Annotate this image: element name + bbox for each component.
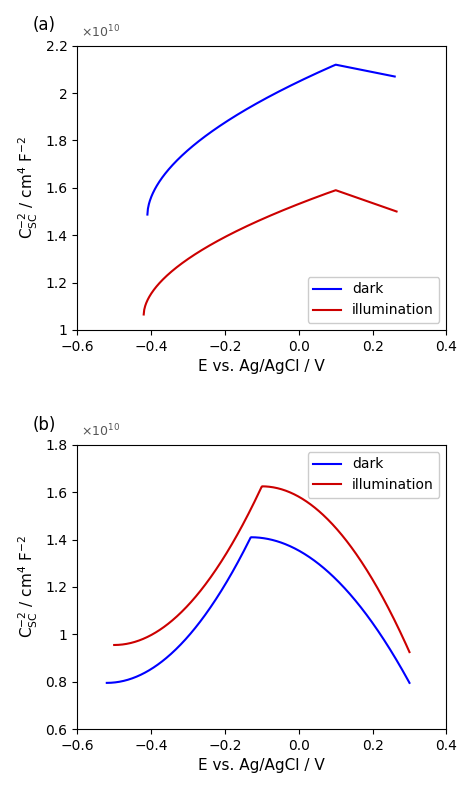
dark [248,533,254,543]
dark [248,532,254,542]
dark [278,85,284,95]
dark [348,63,354,73]
illumination [111,640,117,649]
illumination [400,633,406,642]
Text: (b): (b) [33,416,56,434]
Text: $\times 10^{10}$: $\times 10^{10}$ [81,24,120,40]
Line: illumination: illumination [144,190,397,314]
dark [353,596,358,605]
illumination [141,310,146,319]
illumination [278,206,283,216]
illumination [292,201,297,210]
illumination [254,494,259,503]
illumination [259,482,265,491]
illumination [263,213,268,223]
dark [386,70,392,80]
illumination [272,483,277,492]
dark [392,72,398,81]
dark [268,535,274,544]
illumination [407,647,412,656]
dark [145,210,150,220]
illumination [333,186,338,195]
dark [264,93,269,103]
illumination [388,205,394,214]
Text: (a): (a) [33,17,56,34]
illumination [394,207,400,216]
dark [333,60,338,70]
Legend: dark, illumination: dark, illumination [308,452,439,498]
illumination [288,488,293,498]
illumination [354,550,360,559]
Text: $\times 10^{10}$: $\times 10^{10}$ [81,423,120,439]
illumination [252,497,257,506]
Line: illumination: illumination [114,487,410,652]
illumination [261,214,267,224]
X-axis label: E vs. Ag/AgCl / V: E vs. Ag/AgCl / V [199,758,325,773]
X-axis label: E vs. Ag/AgCl / V: E vs. Ag/AgCl / V [199,359,325,374]
Line: dark: dark [147,65,395,215]
illumination [348,191,354,201]
Y-axis label: C$_\mathregular{SC}^{-2}$ / cm$^4$ F$^{-2}$: C$_\mathregular{SC}^{-2}$ / cm$^4$ F$^{-… [17,137,40,239]
dark [104,678,109,687]
dark [292,79,298,88]
dark [285,540,291,550]
dark [250,532,256,542]
Y-axis label: C$_\mathregular{SC}^{-2}$ / cm$^4$ F$^{-2}$: C$_\mathregular{SC}^{-2}$ / cm$^4$ F$^{-… [17,536,40,638]
dark [262,94,268,103]
Legend: dark, illumination: dark, illumination [308,276,439,323]
Line: dark: dark [107,537,410,683]
dark [407,678,412,687]
dark [400,666,406,675]
